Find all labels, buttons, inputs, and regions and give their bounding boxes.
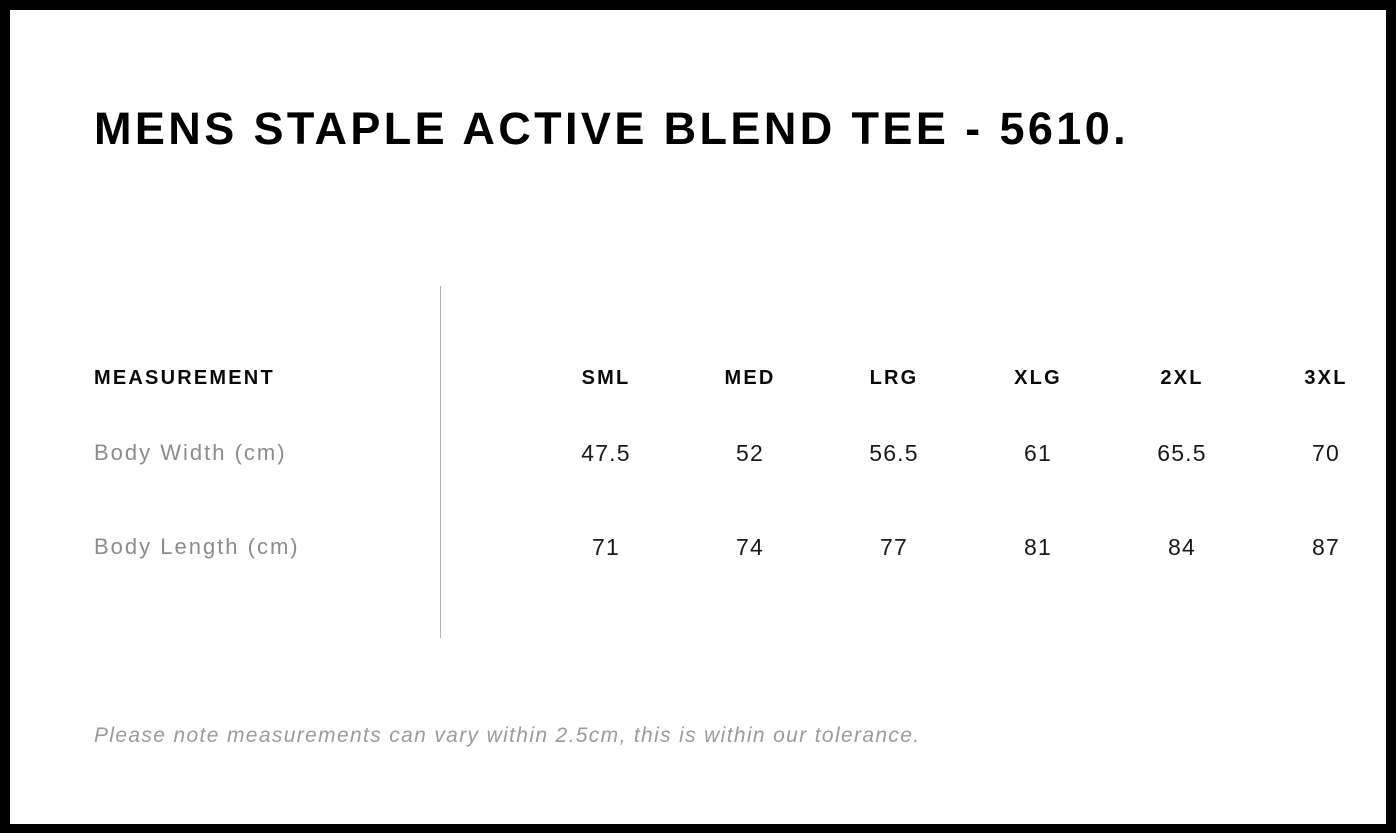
column-header-3xl: 3XL (1304, 366, 1348, 389)
column-header-lrg: LRG (869, 366, 919, 389)
cell-body-length-xlg: 81 (1024, 533, 1052, 560)
cell-body-width-xlg: 61 (1024, 439, 1052, 466)
page-title: MENS STAPLE ACTIVE BLEND TEE - 5610. (94, 103, 1130, 154)
table-row: Body Length (cm) 71 74 77 81 84 87 (94, 500, 1386, 594)
table-row: Body Width (cm) 47.5 52 56.5 61 65.5 70 (94, 406, 1386, 500)
cell-body-length-lrg: 77 (880, 533, 908, 560)
column-header-2xl: 2XL (1160, 366, 1204, 389)
cell-body-width-med: 52 (736, 439, 764, 466)
row-label-body-length: Body Length (cm) (94, 534, 300, 559)
cell-body-length-sml: 71 (592, 533, 620, 560)
cell-body-width-sml: 47.5 (581, 439, 631, 466)
cell-body-length-med: 74 (736, 533, 764, 560)
size-table: MEASUREMENT SML MED LRG XLG 2XL 3XL Body… (94, 350, 1386, 594)
size-chart-card: MENS STAPLE ACTIVE BLEND TEE - 5610. MEA… (10, 10, 1386, 824)
column-header-measurement: MEASUREMENT (94, 366, 275, 389)
column-header-med: MED (724, 366, 776, 389)
table-header-row: MEASUREMENT SML MED LRG XLG 2XL 3XL (94, 350, 1386, 406)
size-table-container: MEASUREMENT SML MED LRG XLG 2XL 3XL Body… (94, 350, 1345, 594)
row-label-body-width: Body Width (cm) (94, 440, 287, 465)
column-header-xlg: XLG (1014, 366, 1062, 389)
cell-body-length-2xl: 84 (1168, 533, 1196, 560)
cell-body-width-3xl: 70 (1312, 439, 1340, 466)
column-header-sml: SML (581, 366, 631, 389)
cell-body-width-lrg: 56.5 (869, 439, 919, 466)
column-divider (440, 286, 441, 638)
cell-body-width-2xl: 65.5 (1157, 439, 1207, 466)
tolerance-note: Please note measurements can vary within… (94, 724, 921, 747)
cell-body-length-3xl: 87 (1312, 533, 1340, 560)
